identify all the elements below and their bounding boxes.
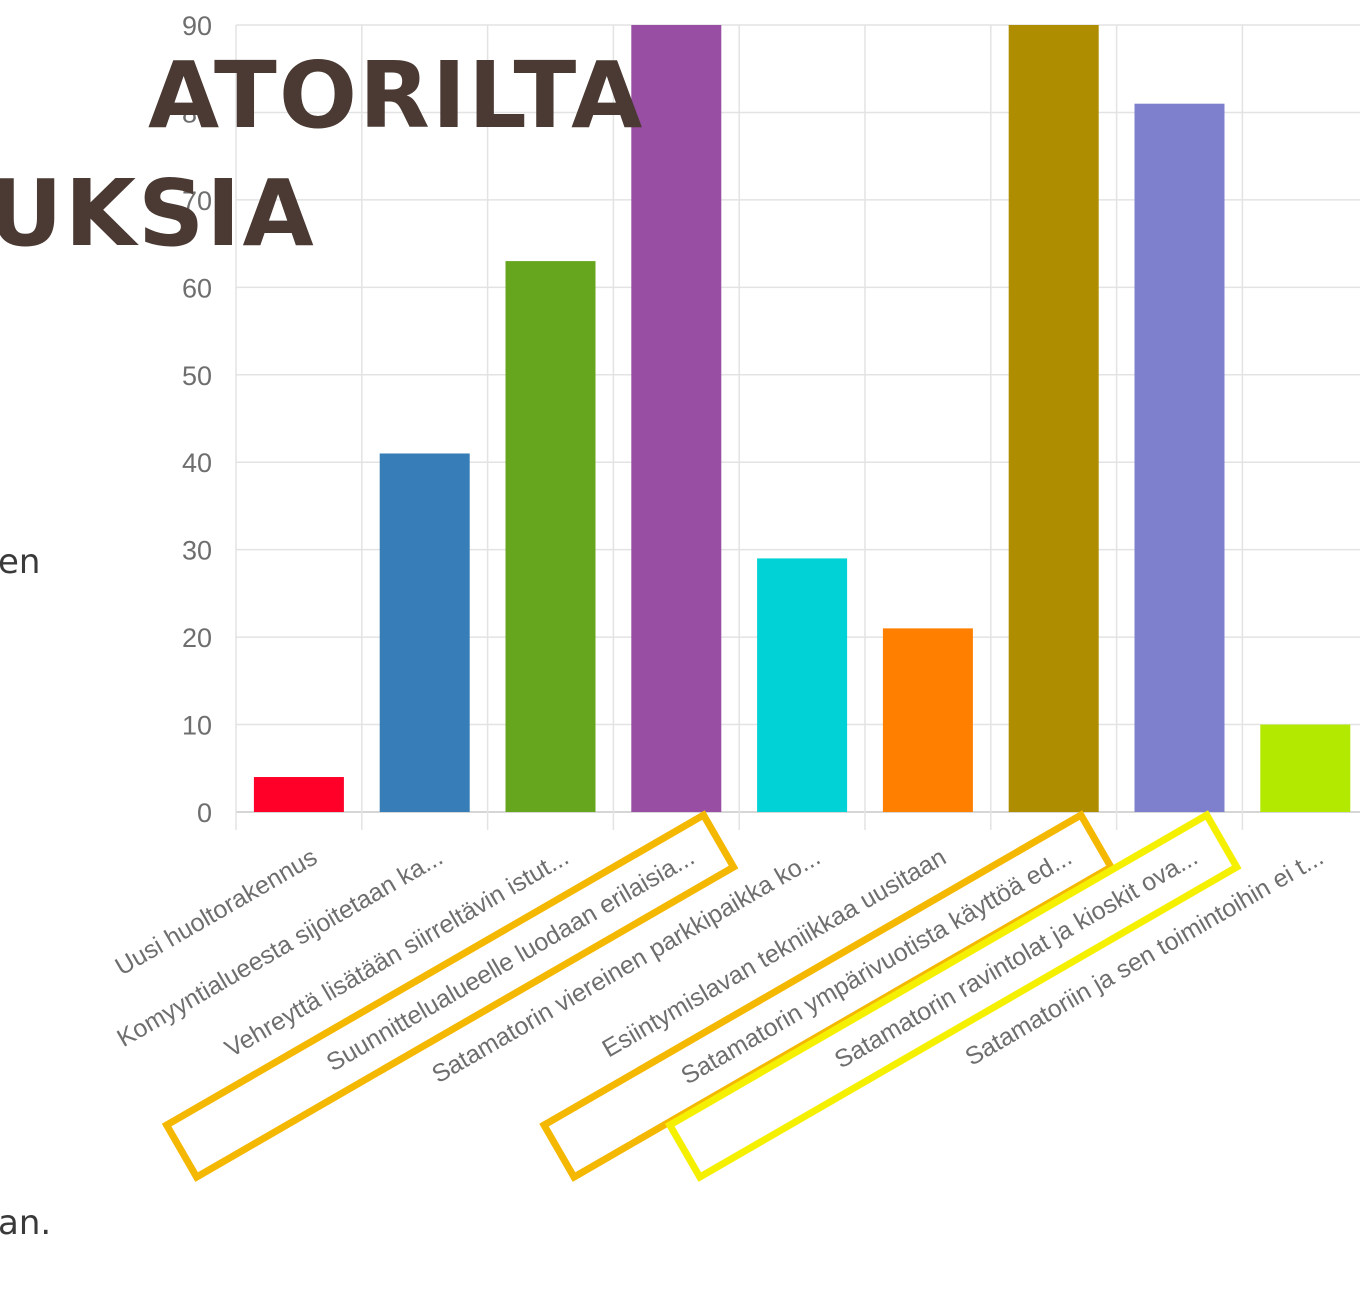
y-tick-label: 70 [182,186,212,216]
y-tick-label: 80 [182,98,212,128]
bar [379,453,470,812]
heading-line-1: ATORILTA [148,42,645,149]
highlight-box [665,810,1242,1182]
bar [757,558,848,812]
y-tick-label: 50 [182,361,212,391]
x-tick-label: Uusi huoltorakennus [111,843,322,981]
bar [631,25,722,812]
side-text-en: en [0,542,41,582]
bar [1260,724,1351,812]
y-tick-label: 10 [182,711,212,741]
y-tick-label: 40 [182,448,212,478]
bar [1008,25,1099,812]
bar [1134,103,1225,812]
y-tick-label: 90 [182,11,212,41]
bar [253,777,344,812]
side-text-an: an. [0,1203,52,1243]
y-tick-label: 0 [197,798,212,828]
bar [882,628,973,812]
y-tick-label: 60 [182,273,212,303]
bar [505,261,596,813]
y-tick-label: 30 [182,536,212,566]
highlight-box [161,810,739,1182]
heading-line-2: UKSIA [0,160,316,267]
y-tick-label: 20 [182,623,212,653]
